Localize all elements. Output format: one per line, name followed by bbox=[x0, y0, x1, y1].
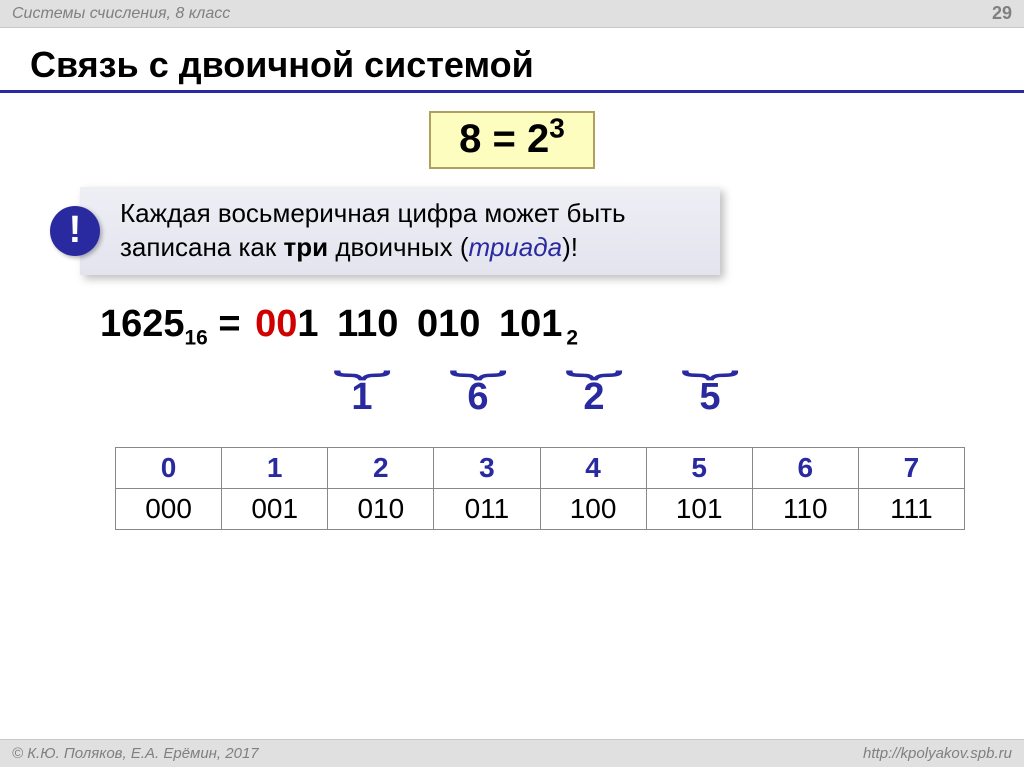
group-red-0: 00 bbox=[255, 303, 297, 345]
page-title: Связь с двоичной системой bbox=[30, 44, 994, 86]
brace-label-2: 2 bbox=[583, 376, 604, 419]
top-bar: Системы счисления, 8 класс 29 bbox=[0, 0, 1024, 28]
brace-label-1: 6 bbox=[467, 376, 488, 419]
brace-col-1: ⏟ 6 bbox=[440, 340, 516, 419]
callout-line2b: двоичных ( bbox=[328, 232, 468, 262]
exclamation-icon: ! bbox=[50, 206, 100, 256]
callout: ! Каждая восьмеричная цифра может быть з… bbox=[50, 187, 994, 275]
page-number: 29 bbox=[992, 3, 1012, 24]
callout-italic: триада bbox=[468, 232, 562, 262]
callout-bold: три bbox=[284, 232, 329, 262]
octal-cell: 5 bbox=[646, 447, 752, 488]
brace-col-2: ⏟ 2 bbox=[556, 340, 632, 419]
callout-line1: Каждая восьмеричная цифра может быть bbox=[120, 198, 626, 228]
octal-cell: 3 bbox=[434, 447, 540, 488]
brace-col-3: ⏟ 5 bbox=[672, 340, 748, 419]
title-underline bbox=[0, 90, 1024, 93]
equals: = bbox=[208, 303, 251, 345]
octal-cell: 2 bbox=[328, 447, 434, 488]
table-row: 000 001 010 011 100 101 110 111 bbox=[116, 488, 965, 529]
octal-cell: 4 bbox=[540, 447, 646, 488]
slide-content: Связь с двоичной системой 8 = 23 ! Кажда… bbox=[0, 28, 1024, 530]
octal-cell: 6 bbox=[752, 447, 858, 488]
callout-line2c: )! bbox=[562, 232, 578, 262]
binary-cell: 101 bbox=[646, 488, 752, 529]
octal-cell: 1 bbox=[222, 447, 328, 488]
brace-row: ⏟ 1 ⏟ 6 ⏟ 2 ⏟ 5 bbox=[324, 340, 994, 419]
triad-table: 0 1 2 3 4 5 6 7 000 001 010 011 100 101 … bbox=[115, 447, 965, 530]
brace-col-0: ⏟ 1 bbox=[324, 340, 400, 419]
brace-icon: ⏟ bbox=[681, 340, 739, 370]
brace-icon: ⏟ bbox=[333, 340, 391, 370]
brace-label-0: 1 bbox=[351, 376, 372, 419]
binary-cell: 011 bbox=[434, 488, 540, 529]
group-black-0: 1 bbox=[297, 303, 318, 345]
formula-base: 8 = 2 bbox=[459, 117, 549, 161]
binary-cell: 000 bbox=[116, 488, 222, 529]
footer-url: http://kpolyakov.spb.ru bbox=[863, 745, 1012, 762]
formula-exponent: 3 bbox=[549, 113, 565, 144]
copyright: © К.Ю. Поляков, Е.А. Ерёмин, 2017 bbox=[12, 745, 259, 762]
formula-box: 8 = 23 bbox=[429, 111, 595, 169]
lhs-number: 1625 bbox=[100, 303, 185, 345]
table-row: 0 1 2 3 4 5 6 7 bbox=[116, 447, 965, 488]
binary-cell: 111 bbox=[858, 488, 964, 529]
group-black-3: 101 bbox=[499, 303, 562, 345]
brace-icon: ⏟ bbox=[449, 340, 507, 370]
binary-cell: 010 bbox=[328, 488, 434, 529]
octal-cell: 0 bbox=[116, 447, 222, 488]
binary-cell: 001 bbox=[222, 488, 328, 529]
callout-text: Каждая восьмеричная цифра может быть зап… bbox=[80, 187, 720, 275]
lhs-subscript: 16 bbox=[185, 326, 208, 349]
binary-cell: 100 bbox=[540, 488, 646, 529]
brace-label-3: 5 bbox=[699, 376, 720, 419]
footer-bar: © К.Ю. Поляков, Е.А. Ерёмин, 2017 http:/… bbox=[0, 739, 1024, 767]
octal-cell: 7 bbox=[858, 447, 964, 488]
binary-group-0: 001 bbox=[255, 303, 318, 346]
breadcrumb: Системы счисления, 8 класс bbox=[12, 5, 230, 23]
brace-icon: ⏟ bbox=[565, 340, 623, 370]
binary-cell: 110 bbox=[752, 488, 858, 529]
binary-group-3: 101 bbox=[499, 303, 562, 346]
callout-line2a: записана как bbox=[120, 232, 284, 262]
